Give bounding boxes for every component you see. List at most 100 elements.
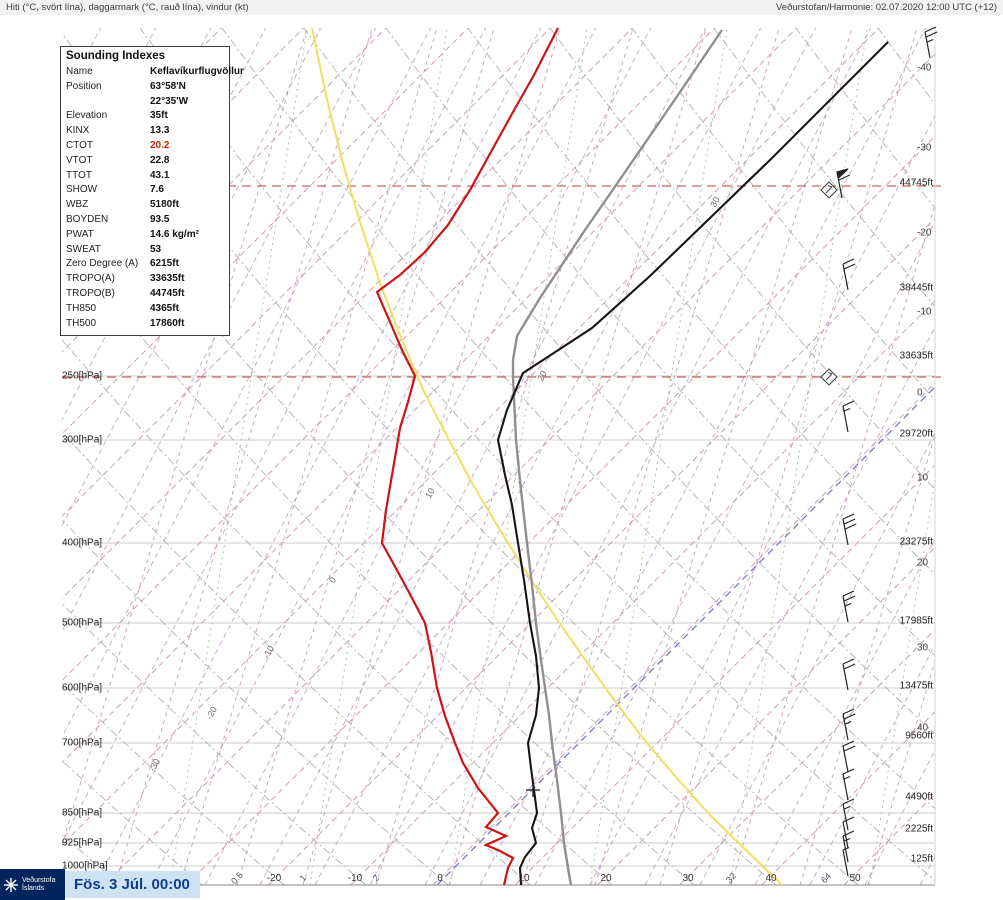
index-value: 13.3: [150, 125, 170, 137]
logo-text: Veðurstofa Íslands: [22, 877, 55, 893]
index-value: 7.6: [150, 184, 164, 196]
isotherm-line: [514, 464, 935, 885]
isotherm-line: [62, 28, 715, 682]
index-value: Keflavíkurflugvöllur: [150, 66, 244, 77]
wind-barb: [842, 590, 856, 623]
moist-adiabat-line: [62, 28, 322, 527]
index-label: TTOT: [66, 169, 92, 181]
moist-adiabat-line: [314, 28, 762, 885]
index-row: TROPO(A) 33635ft: [66, 272, 224, 287]
mixing-ratio-line: [302, 28, 561, 885]
index-value: 35ft: [150, 110, 168, 122]
isotherm-line: [103, 53, 935, 885]
index-label: TH500: [66, 317, 97, 329]
index-value: 5180ft: [150, 199, 179, 211]
index-label: KINX: [66, 125, 90, 137]
legend-text: Hiti (°C, svört lína), daggarmark (°C, r…: [6, 2, 249, 13]
mixing-ratio-line: [448, 28, 707, 885]
sounding-indexes-panel: Sounding Indexes Name Keflavíkurflugvöllu…: [60, 46, 244, 337]
index-row: VTOT 22.8: [66, 154, 224, 169]
mixing-ratio-line: [659, 28, 918, 885]
mixing-ratio-line: [236, 28, 495, 885]
mixing-ratio-line: [309, 28, 448, 885]
topbar: Hiti (°C, svört lína), daggarmark (°C, r…: [0, 0, 1003, 15]
logo-star-icon: [4, 877, 18, 892]
gray-reference-curve: [511, 29, 723, 886]
mixing-ratio-line: [730, 203, 935, 885]
wind-barb: [842, 400, 855, 433]
moist-adiabat-line: [259, 28, 707, 885]
wind-barb: [924, 26, 938, 59]
index-label: Name: [66, 66, 93, 77]
moist-adiabat-line: [204, 28, 652, 885]
mixing-ratio-line: [869, 475, 935, 885]
dry-adiabat-line: [467, 28, 935, 576]
index-value: 6215ft: [150, 258, 179, 270]
index-row: Name Keflavíkurflugvöllur: [66, 65, 244, 80]
dry-adiabat-line: [221, 28, 935, 810]
isotherm-line: [432, 382, 935, 885]
mixing-ratio-line: [62, 28, 308, 847]
index-label: CTOT: [66, 139, 94, 151]
isotherm-line: [761, 711, 935, 885]
isotherm-line: [62, 28, 551, 517]
yellow-reference-curve: [311, 27, 783, 886]
moist-adiabat-line: [149, 28, 597, 885]
wind-barb: [842, 846, 850, 877]
moist-adiabat-line: [424, 28, 872, 885]
dry-adiabat-line: [960, 28, 1003, 885]
index-label: VTOT: [66, 154, 93, 166]
index-row: Elevation 35ft: [66, 109, 224, 124]
index-row: SHOW 7.6: [66, 183, 224, 198]
isotherm-line: [62, 28, 633, 600]
mixing-ratio-line: [114, 28, 373, 885]
indexes-rows: Name Keflavíkurflugvöllur Position 63°58'N …: [66, 65, 244, 332]
dry-adiabat-line: [62, 759, 203, 885]
background-grid: [62, 28, 1003, 885]
index-row: Position 63°58'N 22°35'W: [66, 80, 224, 110]
index-label: SWEAT: [66, 243, 101, 255]
temperature-curve: [496, 41, 889, 886]
index-row: CTOT 20.2: [66, 139, 224, 154]
index-value: 53: [150, 243, 162, 255]
index-label: TROPO(B): [66, 287, 115, 299]
index-value: 63°58'N 22°35'W: [150, 80, 189, 107]
logo-text-line1: Veðurstofa: [22, 876, 56, 884]
dry-adiabat-line: [62, 519, 449, 885]
dry-adiabat-line: [631, 28, 935, 401]
moist-adiabat-line: [479, 28, 927, 885]
dry-adiabat-line: [549, 28, 935, 490]
timeline-time-chip[interactable]: Fös. 3 Júl. 00:00: [65, 871, 200, 898]
model-run-text: Veðurstofan/Harmonie: 02.07.2020 12:00 U…: [775, 2, 997, 13]
footer-bar: Veðurstofa Íslands Fös. 3 Júl. 00:00: [0, 869, 200, 900]
tropopause-marker: [820, 368, 838, 386]
dry-adiabat-line: [62, 431, 531, 885]
index-value: 20.2: [150, 139, 170, 151]
index-row: TROPO(B) 44745ft: [66, 287, 224, 302]
moist-adiabat-line: [369, 28, 817, 885]
wind-barb: [842, 258, 856, 291]
wind-barb: [842, 740, 856, 773]
index-value: 43.1: [150, 169, 170, 181]
dry-adiabat-line: [385, 28, 935, 657]
mixing-ratio-line: [375, 28, 634, 885]
index-label: Position: [66, 80, 102, 92]
mixing-ratio-line: [799, 433, 935, 885]
dry-adiabat-line: [795, 28, 935, 209]
wind-barb: [842, 513, 857, 546]
isotherm-line: [350, 300, 935, 885]
moist-adiabat-line: [94, 28, 542, 885]
moist-adiabat-line: [62, 28, 432, 739]
dewpoint-curve: [375, 27, 559, 886]
isotherm-line: [186, 135, 935, 885]
index-label: BOYDEN: [66, 213, 109, 225]
index-label: Zero Degree (A): [66, 258, 139, 270]
index-label: TH850: [66, 302, 97, 314]
index-row: TH850 4365ft: [66, 302, 224, 317]
index-row: PWAT 14.6 kg/m²: [66, 228, 224, 243]
index-row: KINX 13.3: [66, 124, 224, 139]
mixing-ratio-line: [729, 28, 868, 885]
wind-barb: [842, 768, 855, 801]
index-row: TH500 17860ft: [66, 317, 224, 332]
